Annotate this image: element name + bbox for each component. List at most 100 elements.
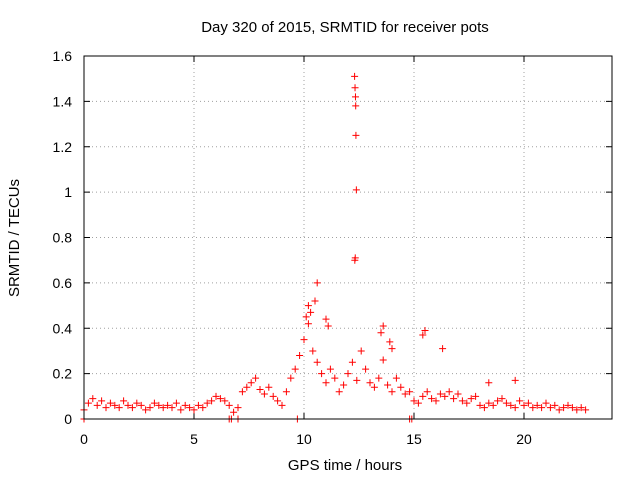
data-point <box>115 404 123 412</box>
data-point <box>458 397 466 405</box>
data-point <box>533 401 541 409</box>
data-points <box>80 72 590 423</box>
data-point <box>441 392 449 400</box>
data-point <box>247 379 255 387</box>
data-point <box>485 399 493 407</box>
data-point <box>278 401 286 409</box>
data-point <box>111 401 119 409</box>
data-point <box>238 388 246 396</box>
data-point <box>480 404 488 412</box>
data-point <box>203 399 211 407</box>
data-point <box>296 351 304 359</box>
data-point <box>542 399 550 407</box>
data-point <box>546 404 554 412</box>
data-point <box>379 356 387 364</box>
data-point <box>260 390 268 398</box>
data-point <box>98 397 106 405</box>
data-point <box>322 379 330 387</box>
data-point <box>511 376 519 384</box>
data-point <box>410 397 418 405</box>
data-point <box>230 408 238 416</box>
plot-frame <box>83 55 613 420</box>
data-point <box>311 297 319 305</box>
data-point <box>560 404 568 412</box>
data-point <box>265 383 273 391</box>
data-point <box>467 395 475 403</box>
data-point <box>208 397 216 405</box>
data-point <box>340 381 348 389</box>
data-point <box>124 401 132 409</box>
data-point <box>300 336 308 344</box>
x-tick-label: 10 <box>296 431 312 447</box>
data-point <box>370 383 378 391</box>
data-point <box>181 401 189 409</box>
data-point <box>421 327 429 335</box>
axis-ticks <box>83 55 612 420</box>
data-point <box>234 404 242 412</box>
data-point <box>106 399 114 407</box>
data-point <box>225 401 233 409</box>
data-point <box>502 399 510 407</box>
data-point <box>507 401 515 409</box>
data-point <box>388 345 396 353</box>
data-point <box>386 338 394 346</box>
data-point <box>146 404 154 412</box>
data-point <box>573 406 581 414</box>
data-point <box>352 102 360 110</box>
data-point <box>322 315 330 323</box>
data-point <box>511 404 519 412</box>
data-point <box>551 401 559 409</box>
data-point <box>568 404 576 412</box>
data-point <box>524 399 532 407</box>
data-point <box>302 313 310 321</box>
x-tick-label: 5 <box>190 431 198 447</box>
grid-lines <box>84 56 612 419</box>
x-tick-label: 0 <box>80 431 88 447</box>
data-point <box>89 395 97 403</box>
data-point <box>388 388 396 396</box>
x-tick-label: 15 <box>406 431 422 447</box>
data-point <box>555 406 563 414</box>
data-point <box>377 329 385 337</box>
tick-labels: 0 5 10 15 20 0 0.2 0.4 0.6 0.8 1 1.2 1.4 1.6 <box>53 48 532 447</box>
y-tick-label: 1 <box>64 184 72 200</box>
y-tick-label: 1.2 <box>53 139 73 155</box>
data-point <box>352 131 360 139</box>
data-point <box>538 404 546 412</box>
y-tick-label: 1.6 <box>53 48 73 64</box>
data-point <box>414 399 422 407</box>
data-point <box>128 404 136 412</box>
data-point <box>84 399 92 407</box>
data-point <box>498 395 506 403</box>
y-tick-label: 0.8 <box>53 230 73 246</box>
data-point <box>243 383 251 391</box>
data-point <box>489 401 497 409</box>
data-point <box>256 386 264 394</box>
data-point <box>520 401 528 409</box>
data-point <box>313 279 321 287</box>
data-point <box>401 390 409 398</box>
data-point <box>406 388 414 396</box>
data-point <box>348 358 356 366</box>
data-point <box>353 376 361 384</box>
y-tick-label: 0.6 <box>53 275 73 291</box>
data-point <box>577 404 585 412</box>
data-point <box>221 397 229 405</box>
data-point <box>172 399 180 407</box>
data-point <box>159 404 167 412</box>
y-tick-label: 1.4 <box>53 93 73 109</box>
data-point <box>331 374 339 382</box>
data-point <box>335 388 343 396</box>
data-point <box>362 365 370 373</box>
data-point <box>190 406 198 414</box>
data-point <box>216 395 224 403</box>
data-point <box>318 370 326 378</box>
data-point <box>309 347 317 355</box>
data-point <box>199 404 207 412</box>
data-point <box>194 401 202 409</box>
data-point <box>439 345 447 353</box>
data-point <box>304 302 312 310</box>
data-point <box>419 331 427 339</box>
data-point <box>274 397 282 405</box>
data-point <box>307 308 315 316</box>
